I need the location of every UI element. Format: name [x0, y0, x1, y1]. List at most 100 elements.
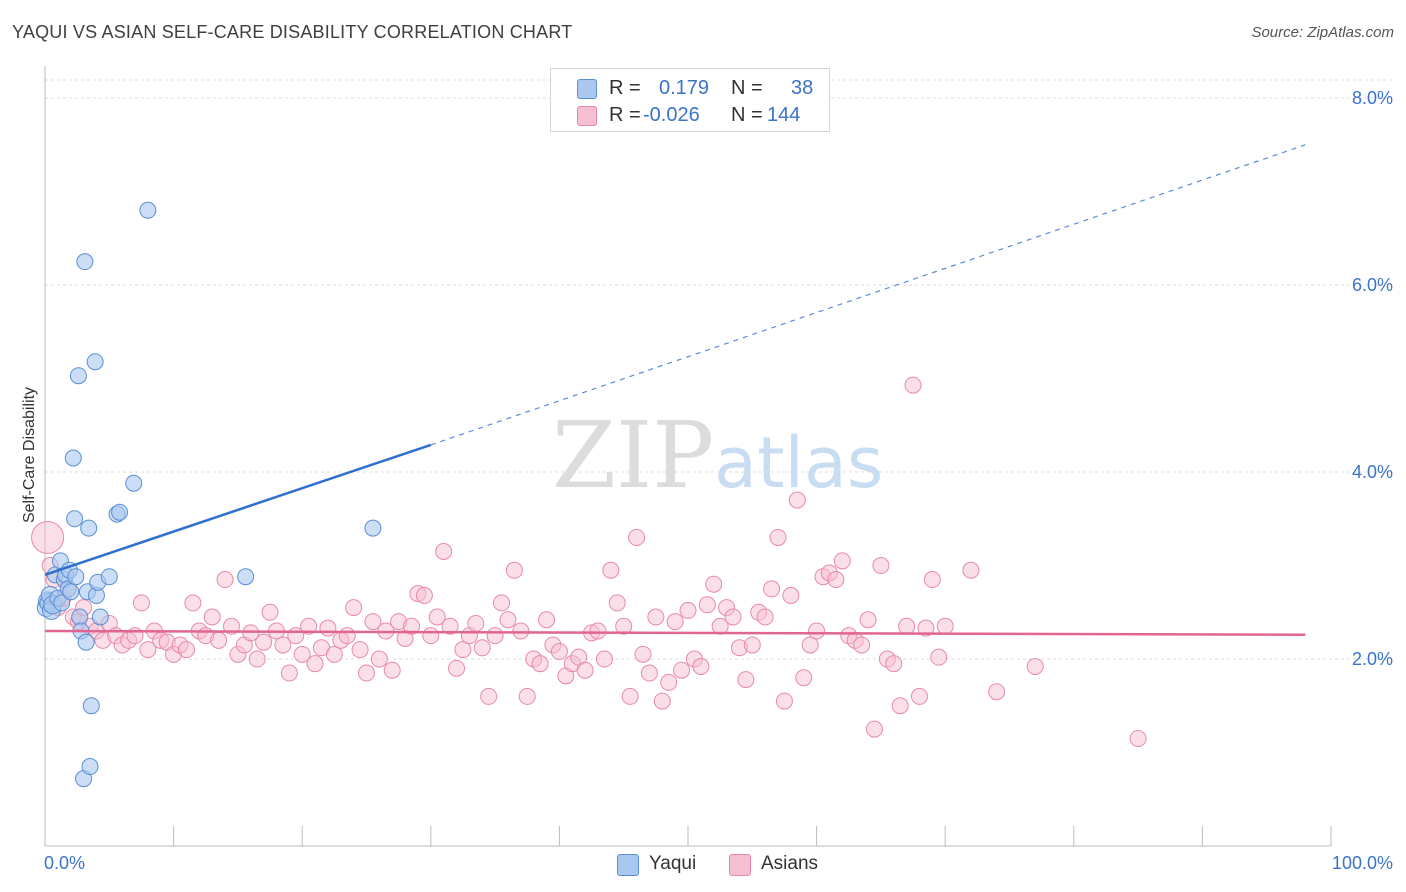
asian-point [910, 687, 928, 705]
asian-point [435, 542, 453, 560]
asian-point [499, 611, 517, 629]
yaqui-point [86, 353, 104, 371]
asian-point [679, 601, 697, 619]
yaqui-point [100, 568, 118, 586]
legend-swatch-asians [729, 854, 751, 876]
asian-point [711, 617, 729, 635]
legend-r-value: 0.179 [659, 77, 710, 99]
asian-point [647, 608, 665, 626]
x-tick-label: 100.0% [1332, 853, 1393, 873]
asian-point [480, 687, 498, 705]
asian-point [576, 661, 594, 679]
asian-point [383, 661, 401, 679]
asian-point [538, 611, 556, 629]
series-legend: Yaqui Asians [0, 852, 1406, 878]
legend-swatch-yaqui [577, 79, 597, 99]
asian-point [692, 657, 710, 675]
asian-point [274, 636, 292, 654]
asian-point [775, 692, 793, 710]
asian-point [621, 687, 639, 705]
asian-point [833, 552, 851, 570]
asian-point [300, 617, 318, 635]
asian-point [595, 650, 613, 668]
yaqui-point [111, 503, 129, 521]
asian-point [319, 619, 337, 637]
asian-point [930, 648, 948, 666]
y-tick-label: 6.0% [1352, 275, 1393, 295]
asian-point [904, 376, 922, 394]
asian-points [31, 376, 1147, 747]
asian-point [531, 655, 549, 673]
asian-point [1129, 729, 1147, 747]
watermark-atlas: atlas [714, 422, 884, 504]
yaqui-point [237, 568, 255, 586]
asian-point [827, 571, 845, 589]
yaqui-point [139, 201, 157, 219]
asian-point [666, 613, 684, 631]
asian-point [923, 571, 941, 589]
asian-point [936, 617, 954, 635]
legend-r-label: R = [609, 104, 641, 126]
watermark: ZIPatlas [552, 402, 883, 509]
asian-point [454, 641, 472, 659]
yaqui-point [53, 594, 71, 612]
asian-point [743, 636, 761, 654]
asian-point [589, 622, 607, 640]
yaqui-point [66, 510, 84, 528]
asian-point [891, 697, 909, 715]
asian-point [962, 561, 980, 579]
asian-point [325, 645, 343, 663]
asian-point [872, 557, 890, 575]
yaqui-trend-extension [430, 144, 1306, 446]
asian-point [422, 627, 440, 645]
y-tick-label: 2.0% [1352, 649, 1393, 669]
asian-point [139, 641, 157, 659]
yaqui-points [36, 201, 382, 788]
tick-labels: 2.0% 4.0% 6.0% 8.0% 0.0% 100.0% [44, 88, 1393, 873]
asian-point [756, 608, 774, 626]
asian-point [769, 528, 787, 546]
asian-point [673, 661, 691, 679]
asian-point [403, 617, 421, 635]
asian-point [338, 627, 356, 645]
legend-label-yaqui: Yaqui [649, 853, 697, 874]
yaqui-point [69, 367, 87, 385]
asian-point [737, 671, 755, 689]
asian-point [505, 561, 523, 579]
yaqui-point [67, 568, 85, 586]
asian-point [216, 571, 234, 589]
asian-point [705, 575, 723, 593]
asian-point [415, 586, 433, 604]
yaqui-point [364, 519, 382, 537]
y-tick-label: 8.0% [1352, 88, 1393, 108]
asian-point [602, 561, 620, 579]
asian-point [634, 645, 652, 663]
yaqui-point [82, 697, 100, 715]
asian-trend-line [44, 629, 1306, 636]
asian-point [698, 596, 716, 614]
asian-point [808, 622, 826, 640]
asian-point [280, 664, 298, 682]
yaqui-point [64, 449, 82, 467]
asian-point [763, 580, 781, 598]
legend-label-asians: Asians [761, 853, 819, 874]
yaqui-point [81, 758, 99, 776]
asian-point [640, 664, 658, 682]
asian-point [261, 603, 279, 621]
asian-point [518, 687, 536, 705]
asian-point [177, 641, 195, 659]
asian-point [724, 608, 742, 626]
asian-point [859, 611, 877, 629]
yaqui-point [91, 608, 109, 626]
asian-point [608, 594, 626, 612]
legend-row-asians: R = -0.026 N = 144 [551, 102, 827, 128]
asian-point [210, 631, 228, 649]
asian-point [441, 617, 459, 635]
yaqui-point [62, 583, 80, 601]
asian-point [628, 528, 646, 546]
asian-point [351, 641, 369, 659]
asian-point [615, 617, 633, 635]
asian-point [788, 491, 806, 509]
legend-row-yaqui: R = 0.179 N = 38 [551, 75, 827, 101]
